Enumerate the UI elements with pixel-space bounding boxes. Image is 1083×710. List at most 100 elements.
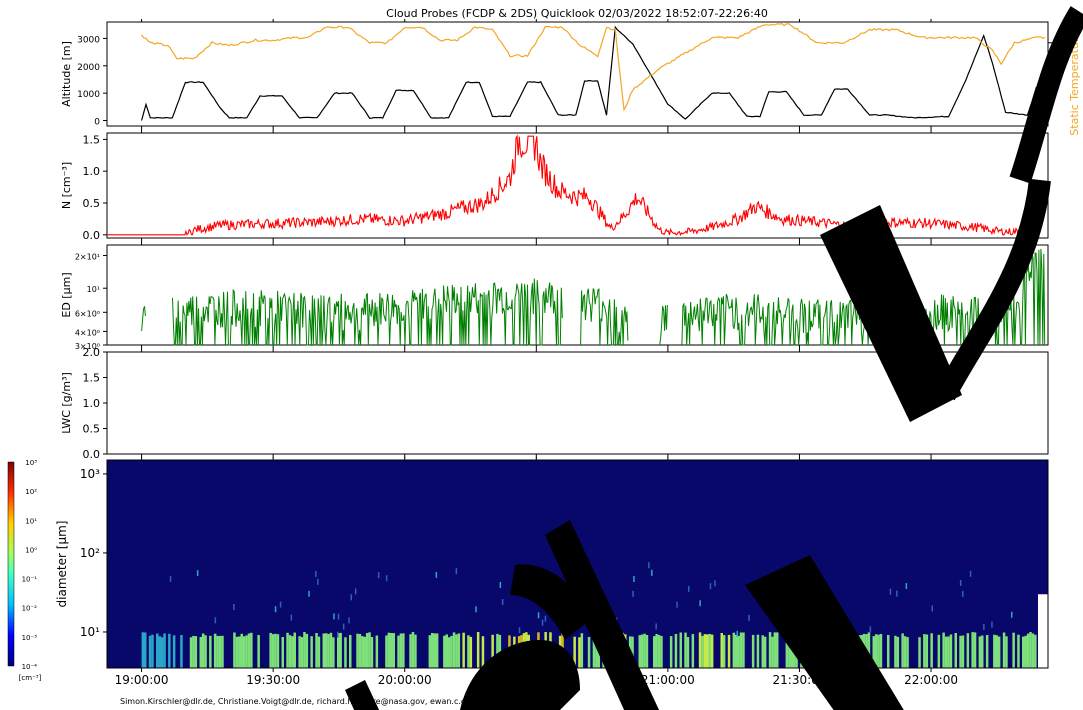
heatmap-bin	[310, 636, 313, 668]
heatmap-bin	[735, 634, 738, 668]
heatmap-bin	[993, 634, 996, 668]
footer-credits: Simon.Kirschler@dlr.de, Christiane.Voigt…	[120, 697, 534, 706]
heatmap-bin	[435, 633, 439, 668]
heatmap-bin	[710, 634, 714, 668]
watermark-stroke	[345, 680, 380, 710]
y-axis-label: Altitude [m]	[60, 41, 73, 107]
heatmap-bin	[983, 624, 985, 630]
heatmap-bin	[370, 637, 374, 668]
heatmap-bin	[966, 633, 970, 668]
heatmap-bin	[877, 634, 880, 668]
figure-title: Cloud Probes (FCDP & 2DS) Quicklook 02/0…	[386, 7, 768, 20]
watermark-stroke	[820, 205, 962, 422]
watermark-stroke	[510, 564, 590, 640]
heatmap-bin	[1034, 634, 1037, 668]
heatmap-bin	[969, 570, 972, 577]
heatmap-bin	[701, 635, 704, 668]
heatmap-bin	[674, 634, 678, 668]
heatmap-bin	[375, 635, 379, 668]
heatmap-bin	[703, 634, 707, 668]
heatmap-bin	[768, 632, 772, 668]
heatmap-bin	[156, 633, 159, 668]
heatmap-bin	[250, 632, 253, 668]
heatmap-bin	[305, 633, 309, 668]
colorbar-tick-label: 10⁰	[25, 546, 37, 554]
y-tick-label: 6×10⁰	[75, 309, 100, 318]
heatmap-bin	[756, 634, 760, 668]
heatmap-bin	[872, 636, 875, 668]
heatmap-bin	[317, 636, 321, 668]
watermark-stroke	[1009, 6, 1083, 184]
y-tick-label: 2000	[77, 63, 100, 73]
colorbar-tick-label: 10³	[25, 459, 37, 467]
heatmap-bin	[985, 635, 989, 668]
heatmap-bin	[651, 569, 653, 576]
temperature-series-line	[141, 22, 1046, 112]
heatmap-bin	[491, 634, 494, 668]
heatmap-bin	[887, 635, 890, 668]
y-tick-label: 1.0	[83, 165, 101, 178]
y-tick-label: 1.0	[83, 397, 101, 410]
heatmap-bin	[452, 632, 456, 668]
heatmap-bin	[192, 636, 195, 668]
heatmap-bin	[906, 637, 909, 668]
heatmap-bin	[199, 637, 202, 668]
altitude-series-line	[141, 25, 1046, 121]
heatmap-bin	[349, 635, 352, 668]
heatmap-bin	[632, 590, 634, 597]
heatmap-bin	[365, 633, 369, 668]
heatmap-bin	[923, 634, 926, 668]
heatmap-bin	[354, 588, 357, 595]
heatmap-bin	[435, 571, 438, 578]
heatmap-bin	[1017, 634, 1020, 668]
heatmap-bin	[587, 637, 591, 668]
heatmap-bin	[281, 637, 284, 668]
heatmap-bin	[732, 632, 736, 668]
heatmap-bin	[722, 635, 726, 668]
heatmap-bin	[163, 633, 166, 668]
heatmap-bin	[643, 633, 646, 668]
heatmap-bin	[595, 633, 598, 668]
heatmap-bin	[172, 635, 176, 668]
y-tick-label: 1.5	[83, 133, 101, 146]
heatmap-bin	[686, 637, 690, 668]
heatmap-bin	[698, 632, 702, 668]
heatmap-bin	[288, 635, 292, 668]
heatmap-bin	[679, 632, 682, 668]
heatmap-bin	[363, 636, 366, 668]
heatmap-bin	[317, 578, 319, 585]
heatmap-bin	[684, 632, 687, 668]
heatmap-bin	[214, 617, 217, 624]
heatmap-bin	[773, 632, 777, 668]
heatmap-bin	[213, 633, 217, 668]
heatmap-bin	[1024, 635, 1027, 668]
heatmap-bin	[971, 632, 974, 668]
heatmap-bin	[196, 570, 199, 577]
heatmap-bin	[1012, 632, 1015, 668]
heatmap-bin	[688, 585, 690, 592]
heatmap-bin	[344, 637, 347, 668]
heatmap-bin	[751, 634, 755, 668]
watermark-stroke	[545, 520, 660, 710]
heatmap-bin	[475, 606, 477, 613]
heatmap-bin	[411, 632, 415, 668]
heatmap-bin	[978, 636, 982, 668]
heatmap-bin	[428, 635, 432, 668]
heatmap-bin	[997, 636, 1001, 668]
heatmap-bin	[144, 632, 147, 668]
heatmap-bin	[402, 633, 405, 668]
heatmap-bin	[995, 635, 998, 668]
heatmap-bin	[901, 633, 904, 668]
heatmap-bin	[578, 637, 581, 668]
y-tick-label: 3000	[77, 35, 100, 45]
heatmap-bin	[937, 634, 941, 668]
heatmap-bin	[148, 635, 152, 668]
heatmap-bin	[361, 636, 364, 668]
y-tick-label: 10²	[80, 546, 100, 560]
heatmap-bin	[397, 635, 400, 668]
heatmap-bin	[257, 635, 260, 668]
y-axis-label: LWC [g/m³]	[60, 372, 73, 434]
heatmap-bin	[737, 635, 740, 668]
heatmap-bin	[221, 635, 224, 668]
heatmap-bin	[350, 594, 352, 601]
